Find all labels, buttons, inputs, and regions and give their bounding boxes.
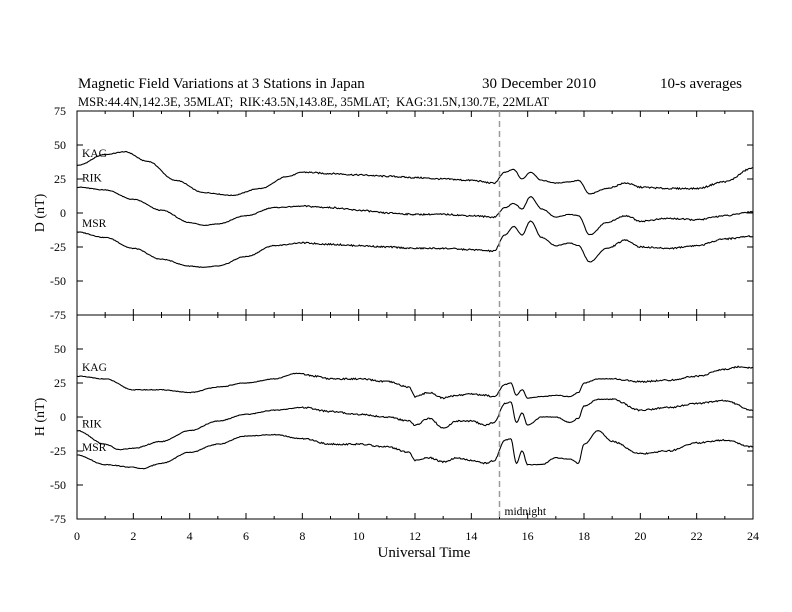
series-line-kag	[76, 365, 754, 400]
series-line-msr	[76, 430, 754, 470]
series-label-kag: KAG	[82, 148, 107, 160]
series-label-msr: MSR	[82, 218, 107, 230]
x-tick-label: 2	[130, 529, 136, 543]
x-tick-label: 8	[299, 529, 305, 543]
y-tick-label: 25	[54, 376, 66, 390]
x-tick-label: 14	[465, 529, 477, 543]
x-tick-label: 20	[634, 529, 646, 543]
y-tick-label: 75	[54, 104, 66, 118]
panel-d-ylabel: D (nT)	[33, 193, 48, 232]
axis-ticks	[76, 110, 754, 520]
x-tick-label: 22	[691, 529, 703, 543]
panel-d-frame	[76, 110, 754, 316]
series-line-kag	[76, 150, 754, 197]
y-tick-label: 25	[54, 172, 66, 186]
series-layer: KAG RIK MSR KAG RIK MSR	[76, 148, 754, 470]
y-tick-label: 50	[54, 342, 66, 356]
x-tick-label: 18	[578, 529, 590, 543]
x-tick-label: 12	[409, 529, 421, 543]
series-line-rik	[77, 186, 754, 236]
y-tick-label: 0	[60, 410, 66, 424]
station-coordinates: MSR:44.4N,142.3E, 35MLAT; RIK:43.5N,143.…	[78, 95, 550, 109]
panel-h-ylabel: H (nT)	[33, 397, 48, 436]
chart-title: Magnetic Field Variations at 3 Stations …	[78, 76, 365, 92]
series-label-rik: RIK	[82, 418, 103, 430]
x-tick-label: 6	[243, 529, 249, 543]
x-axis-label: Universal Time	[378, 545, 471, 561]
y-tick-label: -75	[50, 308, 66, 322]
x-tick-label: 10	[353, 529, 365, 543]
series-label-rik: RIK	[82, 173, 103, 185]
y-tick-label: -75	[50, 512, 66, 526]
y-tick-label: -25	[50, 240, 66, 254]
x-tick-label: 4	[187, 529, 193, 543]
y-tick-label: -50	[50, 274, 66, 288]
x-tick-label: 0	[74, 529, 80, 543]
midnight-label: midnight	[505, 506, 547, 518]
y-tick-label: 0	[60, 206, 66, 220]
series-line-msr	[76, 220, 754, 269]
chart-averaging: 10-s averages	[660, 76, 742, 92]
series-label-msr: MSR	[82, 442, 107, 454]
y-tick-label: -50	[50, 478, 66, 492]
chart-date: 30 December 2010	[482, 76, 596, 92]
y-tick-label: 50	[54, 138, 66, 152]
y-tick-label: -25	[50, 444, 66, 458]
x-tick-label: 24	[747, 529, 759, 543]
tick-labels: 0 2 4 6 8 10 12 14 16 18 20 22 247550250-25-50-75502…	[50, 104, 759, 543]
series-label-kag: KAG	[82, 362, 107, 374]
panel-h-frame	[76, 314, 754, 520]
series-line-rik	[76, 398, 754, 451]
x-tick-label: 16	[522, 529, 534, 543]
